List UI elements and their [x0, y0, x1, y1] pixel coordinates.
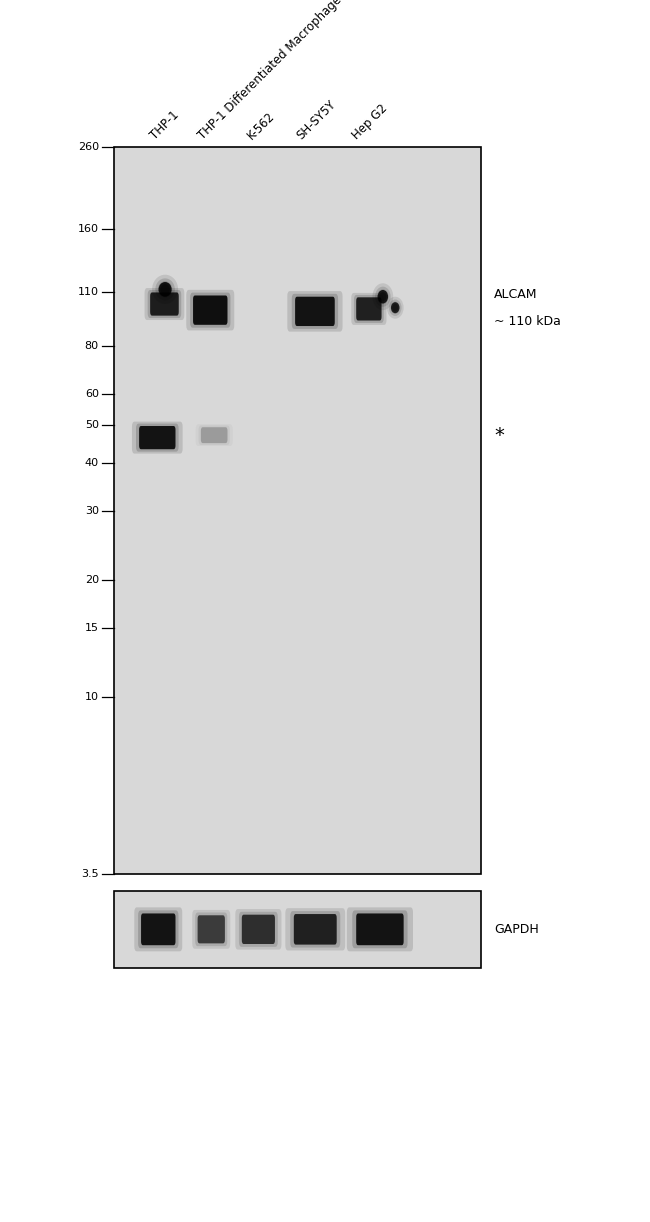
Text: 3.5: 3.5: [81, 869, 99, 879]
Ellipse shape: [392, 304, 398, 312]
FancyBboxPatch shape: [239, 912, 278, 947]
FancyBboxPatch shape: [354, 295, 383, 323]
Bar: [114, 891, 481, 968]
FancyBboxPatch shape: [132, 422, 183, 453]
FancyBboxPatch shape: [201, 428, 227, 444]
Text: Hep G2: Hep G2: [350, 101, 390, 142]
FancyBboxPatch shape: [148, 290, 181, 318]
FancyBboxPatch shape: [287, 291, 343, 331]
FancyBboxPatch shape: [347, 907, 413, 951]
Ellipse shape: [391, 302, 400, 313]
FancyBboxPatch shape: [195, 913, 228, 946]
FancyBboxPatch shape: [141, 914, 176, 946]
FancyBboxPatch shape: [352, 910, 408, 948]
FancyBboxPatch shape: [294, 914, 337, 945]
FancyBboxPatch shape: [292, 293, 338, 329]
Ellipse shape: [161, 285, 170, 295]
FancyBboxPatch shape: [139, 426, 176, 450]
FancyBboxPatch shape: [285, 908, 345, 951]
FancyBboxPatch shape: [351, 293, 387, 325]
Ellipse shape: [378, 290, 388, 303]
Text: GAPDH: GAPDH: [494, 923, 539, 936]
FancyBboxPatch shape: [144, 288, 185, 320]
Text: K-562: K-562: [244, 109, 277, 142]
FancyBboxPatch shape: [295, 297, 335, 326]
Text: 15: 15: [84, 623, 99, 633]
Ellipse shape: [391, 302, 400, 314]
FancyBboxPatch shape: [187, 290, 234, 330]
Text: THP-1 Differentiated Macrophage: THP-1 Differentiated Macrophage: [196, 0, 344, 142]
Text: 60: 60: [84, 389, 99, 400]
Ellipse shape: [389, 299, 402, 316]
Ellipse shape: [375, 287, 391, 307]
Ellipse shape: [372, 284, 393, 310]
Ellipse shape: [379, 292, 387, 302]
FancyBboxPatch shape: [138, 910, 179, 948]
Ellipse shape: [377, 290, 389, 304]
Ellipse shape: [158, 281, 172, 297]
Text: 50: 50: [84, 420, 99, 430]
FancyBboxPatch shape: [136, 424, 179, 452]
Text: 160: 160: [78, 224, 99, 233]
Text: 20: 20: [84, 574, 99, 584]
Text: ALCAM: ALCAM: [494, 287, 538, 301]
Text: 80: 80: [84, 341, 99, 351]
FancyBboxPatch shape: [356, 914, 404, 946]
Text: THP-1: THP-1: [148, 108, 182, 142]
FancyBboxPatch shape: [193, 296, 227, 325]
FancyBboxPatch shape: [190, 292, 231, 327]
Text: 260: 260: [78, 142, 99, 152]
Text: 40: 40: [84, 457, 99, 468]
Ellipse shape: [159, 282, 172, 297]
Text: SH-SY5Y: SH-SY5Y: [294, 98, 339, 142]
Ellipse shape: [155, 279, 175, 301]
Text: 10: 10: [84, 692, 99, 701]
Bar: [114, 147, 481, 874]
FancyBboxPatch shape: [235, 909, 281, 949]
Text: 110: 110: [78, 287, 99, 297]
FancyBboxPatch shape: [192, 910, 230, 948]
FancyBboxPatch shape: [290, 912, 341, 947]
FancyBboxPatch shape: [198, 915, 225, 943]
Text: ~ 110 kDa: ~ 110 kDa: [494, 314, 561, 327]
Ellipse shape: [387, 297, 404, 319]
FancyBboxPatch shape: [135, 907, 182, 951]
Ellipse shape: [152, 275, 178, 304]
FancyBboxPatch shape: [242, 914, 275, 943]
Text: *: *: [494, 425, 504, 445]
FancyBboxPatch shape: [356, 297, 382, 320]
Text: 30: 30: [84, 506, 99, 516]
FancyBboxPatch shape: [150, 292, 179, 315]
